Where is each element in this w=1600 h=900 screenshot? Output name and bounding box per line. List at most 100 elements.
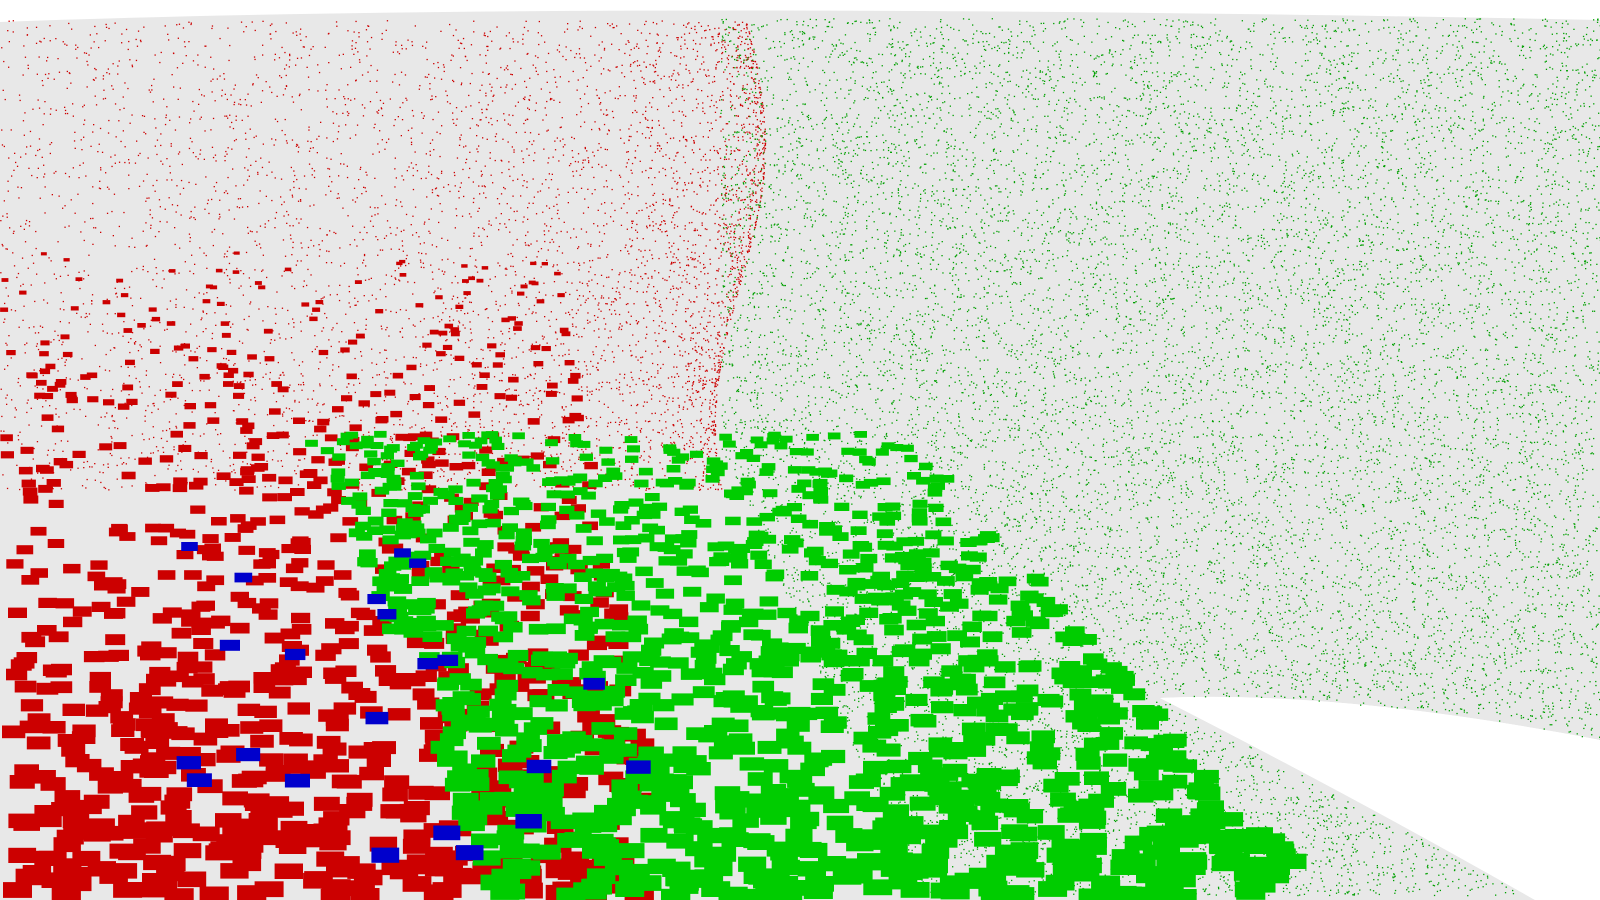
- tile-marker: [930, 832, 958, 848]
- tile-marker: [30, 526, 47, 536]
- tile-marker: [724, 575, 742, 586]
- tile-marker: [0, 434, 13, 442]
- tile-marker: [1052, 860, 1081, 876]
- tile-marker: [459, 582, 478, 593]
- tile-marker: [475, 453, 490, 462]
- tile-marker: [631, 710, 654, 724]
- tile-marker: [640, 827, 668, 843]
- tile-marker: [45, 666, 67, 678]
- tile-marker: [545, 862, 574, 879]
- tile-marker: [800, 610, 820, 622]
- tile-marker: [885, 719, 909, 732]
- tile-marker: [237, 597, 257, 609]
- tile-marker: [367, 644, 388, 656]
- tile-marker: [876, 477, 891, 486]
- tile-marker: [138, 457, 152, 465]
- tile-marker: [520, 458, 534, 466]
- tile-marker: [386, 543, 404, 553]
- tile-marker: [430, 740, 455, 754]
- tile-marker: [377, 609, 397, 620]
- tile-marker: [808, 556, 826, 566]
- tile-marker: [551, 668, 573, 680]
- tile-marker: [1099, 727, 1124, 740]
- tile-marker: [355, 506, 371, 515]
- tile-marker: [804, 548, 821, 558]
- tile-marker: [503, 662, 525, 675]
- tile-marker: [967, 696, 990, 709]
- tile-marker: [146, 673, 168, 686]
- tile-marker: [173, 843, 202, 859]
- tile-marker: [967, 654, 989, 667]
- tile-marker: [778, 655, 799, 667]
- tile-marker: [675, 549, 693, 559]
- tile-marker: [514, 321, 523, 326]
- tile-marker: [167, 670, 189, 683]
- tile-marker: [741, 480, 756, 489]
- tile-marker: [421, 456, 435, 464]
- tile-marker: [6, 668, 28, 681]
- tile-marker: [711, 717, 735, 731]
- tile-marker: [761, 872, 790, 888]
- tile-marker: [339, 620, 359, 632]
- tile-marker: [894, 589, 914, 600]
- tile-marker: [1069, 688, 1092, 701]
- tile-marker: [848, 775, 874, 789]
- tile-marker: [556, 887, 586, 900]
- tile-marker: [873, 679, 896, 692]
- tile-marker: [287, 702, 310, 715]
- tile-marker: [42, 393, 54, 400]
- tile-marker: [1041, 695, 1064, 708]
- tile-marker: [841, 616, 861, 627]
- tile-marker: [397, 518, 413, 527]
- tile-marker: [746, 454, 761, 462]
- tile-marker: [1005, 887, 1035, 900]
- tile-marker: [89, 671, 111, 684]
- tile-marker: [141, 752, 166, 766]
- tile-marker: [162, 607, 182, 618]
- tile-marker: [554, 511, 571, 521]
- tile-marker: [502, 523, 518, 532]
- tile-marker: [231, 774, 257, 788]
- tile-marker: [747, 772, 773, 786]
- tile-marker: [863, 760, 888, 775]
- tile-marker: [968, 810, 996, 825]
- tile-marker: [417, 658, 439, 670]
- tile-marker: [508, 376, 519, 383]
- tile-marker: [238, 545, 256, 555]
- tile-marker: [169, 528, 186, 538]
- tile-marker: [757, 609, 777, 620]
- tile-marker: [754, 441, 768, 449]
- tile-marker: [1211, 855, 1240, 872]
- tile-marker: [196, 600, 215, 611]
- tile-marker: [640, 677, 663, 689]
- tile-marker: [63, 563, 81, 574]
- tile-marker: [241, 475, 256, 483]
- tile-marker: [763, 665, 785, 678]
- tile-marker: [50, 681, 73, 694]
- tile-marker: [483, 509, 499, 518]
- tile-marker: [277, 386, 289, 393]
- tile-marker: [378, 569, 397, 579]
- tile-marker: [495, 723, 519, 737]
- tile-marker: [206, 551, 224, 561]
- tile-marker: [85, 704, 109, 717]
- tile-marker: [1076, 756, 1101, 770]
- tile-marker: [650, 656, 671, 668]
- tile-marker: [197, 581, 216, 592]
- tile-marker: [420, 534, 437, 544]
- tile-marker: [886, 759, 912, 774]
- tile-marker: [512, 432, 525, 440]
- tile-marker: [852, 510, 868, 519]
- tile-marker: [16, 545, 34, 555]
- tile-marker: [131, 587, 150, 597]
- tile-marker: [872, 512, 888, 521]
- tile-marker: [1145, 866, 1174, 882]
- tile-marker: [596, 553, 614, 563]
- tile-marker: [36, 379, 47, 386]
- tile-marker: [670, 556, 688, 566]
- tile-marker: [164, 888, 194, 900]
- tile-marker: [396, 261, 403, 266]
- tile-marker: [221, 332, 231, 338]
- tile-marker: [928, 503, 944, 512]
